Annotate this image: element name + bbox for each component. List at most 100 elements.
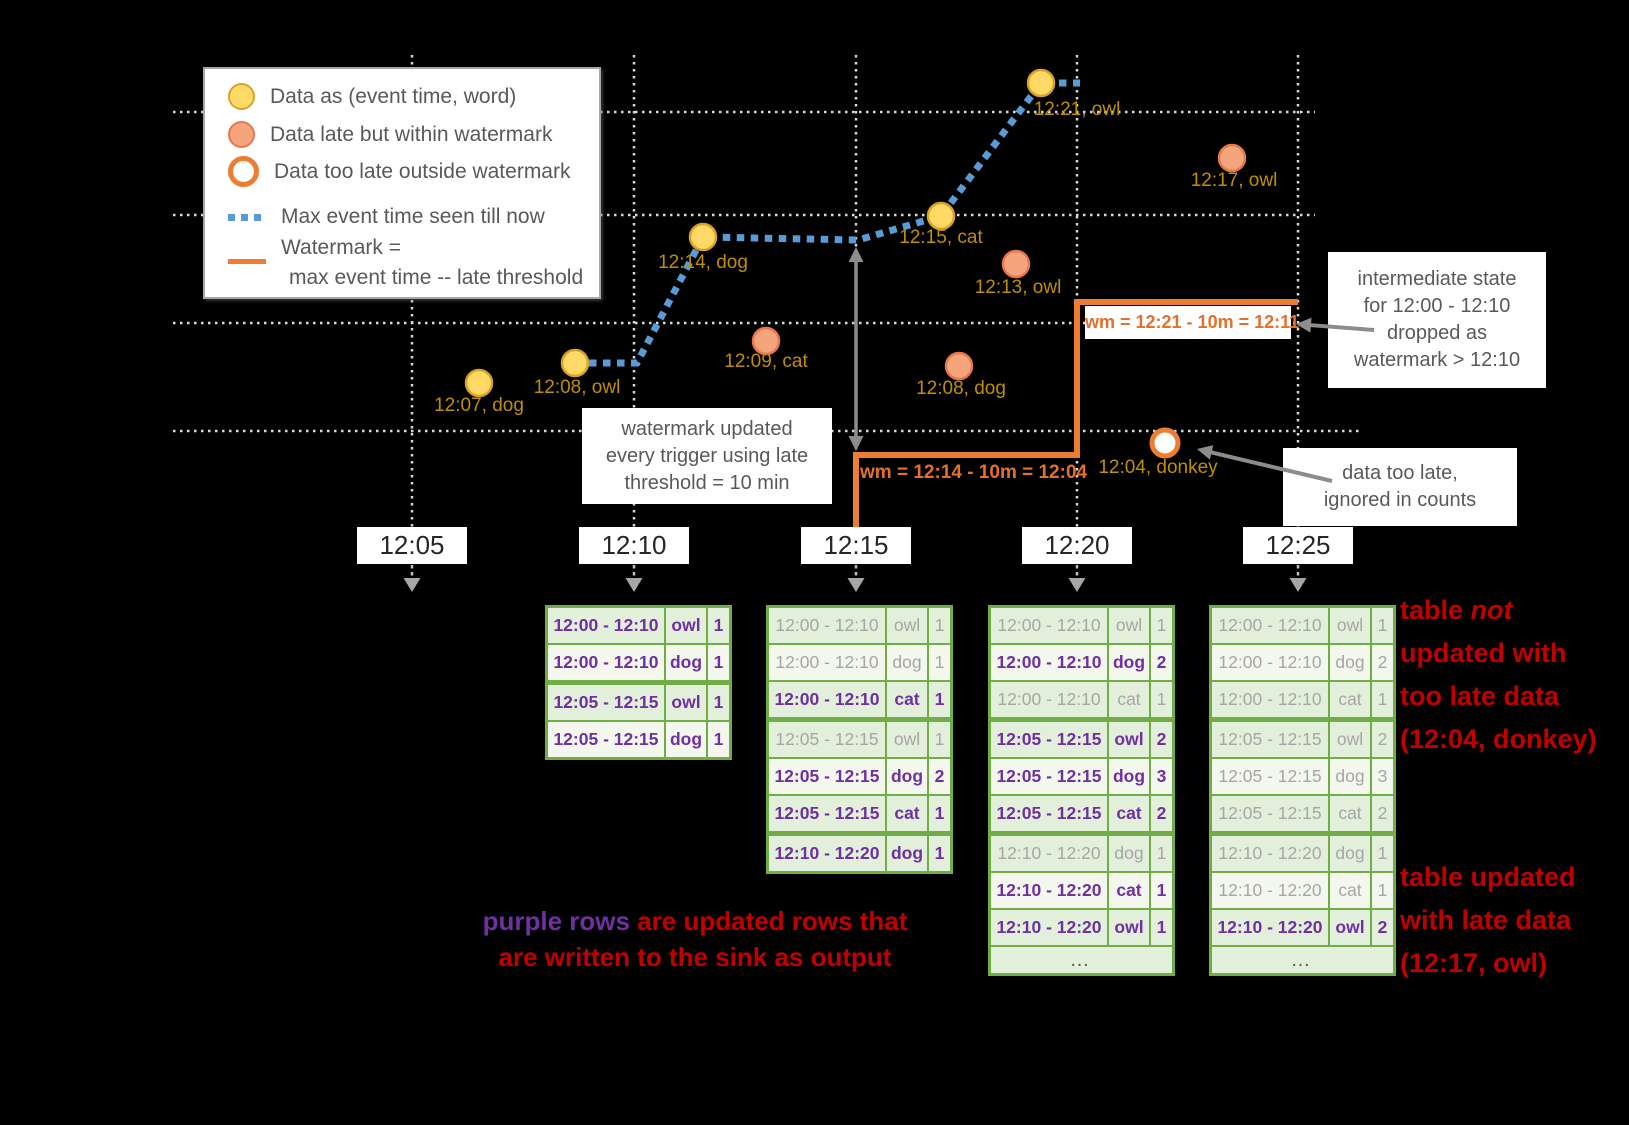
data-point-late xyxy=(1219,145,1245,171)
table-row: 12:05 - 12:15dog3 xyxy=(1212,759,1393,794)
cell-word: owl xyxy=(1330,910,1370,945)
cell-word: cat xyxy=(1330,682,1370,717)
cell-window: 12:05 - 12:15 xyxy=(991,796,1107,831)
point-label: 12:09, cat xyxy=(724,351,807,373)
cell-count: 1 xyxy=(708,722,729,757)
cell-word: cat xyxy=(1330,873,1370,908)
table-row: 12:05 - 12:15owl1 xyxy=(548,685,729,720)
toolate-ring-icon xyxy=(228,156,259,187)
cell-word: dog xyxy=(1330,759,1370,794)
data-point-late xyxy=(1003,251,1029,277)
cell-word: owl xyxy=(1330,608,1370,643)
cell-word: owl xyxy=(887,722,927,757)
table-row: 12:05 - 12:15cat2 xyxy=(991,796,1172,831)
note-segment: updated with xyxy=(1400,638,1566,668)
legend-item: Max event time seen till now xyxy=(228,205,545,229)
cell-count: 1 xyxy=(929,796,950,831)
table-row: 12:00 - 12:10cat1 xyxy=(769,682,950,717)
note-line: updated with xyxy=(1400,632,1629,675)
cell-count: 1 xyxy=(708,608,729,643)
cell-window: 12:05 - 12:15 xyxy=(991,759,1107,794)
cell-window: 12:00 - 12:10 xyxy=(991,682,1107,717)
legend-item-label: Data too late outside watermark xyxy=(274,160,570,184)
point-label: 12:04, donkey xyxy=(1098,457,1217,479)
cell-window: 12:00 - 12:10 xyxy=(1212,682,1328,717)
cell-word: dog xyxy=(1330,836,1370,871)
cell-count: 1 xyxy=(929,722,950,757)
point-label: 12:15, cat xyxy=(899,227,982,249)
cell-word: owl xyxy=(1109,608,1149,643)
cell-window: 12:10 - 12:20 xyxy=(1212,836,1328,871)
legend-item: Data late but within watermark xyxy=(228,121,552,148)
cell-window: 12:00 - 12:10 xyxy=(991,645,1107,680)
note-segment: (12:17, owl) xyxy=(1400,948,1547,978)
note-segment: not xyxy=(1471,595,1513,625)
cell-count: 2 xyxy=(929,759,950,794)
cell-window: 12:05 - 12:15 xyxy=(769,796,885,831)
cell-word: dog xyxy=(887,836,927,871)
table-row: 12:10 - 12:20owl1 xyxy=(991,910,1172,945)
too-late-note: data too late, ignored in counts xyxy=(1283,448,1517,526)
cell-window: 12:10 - 12:20 xyxy=(1212,910,1328,945)
orange-line-icon xyxy=(228,259,266,264)
cell-window: 12:10 - 12:20 xyxy=(769,836,885,871)
point-label: 12:14, dog xyxy=(658,252,748,274)
table-ellipsis-row: … xyxy=(1212,947,1393,973)
table-row: 12:05 - 12:15dog1 xyxy=(548,722,729,757)
trigger-time-label: 12:15 xyxy=(801,527,911,564)
max-event-time-line xyxy=(575,83,1080,363)
result-table-12:25: 12:00 - 12:10owl112:00 - 12:10dog212:00 … xyxy=(1209,605,1396,976)
cell-word: owl xyxy=(666,685,706,720)
legend-item-label: Data late but within watermark xyxy=(270,123,552,147)
cell-word: dog xyxy=(666,645,706,680)
table-row: 12:05 - 12:15cat1 xyxy=(769,796,950,831)
trigger-time-label: 12:10 xyxy=(579,527,689,564)
note-segment: purple rows xyxy=(483,906,630,936)
legend-item: Watermark = xyxy=(228,236,401,260)
point-label: 12:08, dog xyxy=(916,378,1006,400)
table-row: 12:10 - 12:20dog1 xyxy=(769,836,950,871)
note-line: (12:17, owl) xyxy=(1400,942,1629,985)
cell-window: 12:05 - 12:15 xyxy=(1212,759,1328,794)
table-row: 12:10 - 12:20cat1 xyxy=(991,873,1172,908)
cell-count: 2 xyxy=(1372,910,1393,945)
note-segment: are updated rows that xyxy=(630,906,907,936)
note-line: (12:04, donkey) xyxy=(1400,718,1629,761)
legend-item-label: Data as (event time, word) xyxy=(270,85,516,109)
watermark-streaming-diagram: Data as (event time, word) Data late but … xyxy=(0,0,1629,1125)
arrowhead xyxy=(1290,578,1307,592)
cell-word: owl xyxy=(887,608,927,643)
note-line: table updated xyxy=(1400,856,1629,899)
watermark-formula-label: wm = 12:14 - 10m = 12:04 xyxy=(860,462,1078,484)
table-row: 12:05 - 12:15owl1 xyxy=(769,722,950,757)
cell-window: 12:00 - 12:10 xyxy=(769,682,885,717)
note-line: with late data xyxy=(1400,899,1629,942)
cell-count: 3 xyxy=(1151,759,1172,794)
cell-count: 2 xyxy=(1372,722,1393,757)
point-label: 12:17, owl xyxy=(1191,170,1278,192)
result-table-12:10: 12:00 - 12:10owl112:00 - 12:10dog112:05 … xyxy=(545,605,732,760)
table-row: 12:00 - 12:10dog1 xyxy=(769,645,950,680)
table-row: 12:00 - 12:10owl1 xyxy=(991,608,1172,643)
watermark-update-note: watermark updated every trigger using la… xyxy=(582,408,832,504)
note-line: purple rows are updated rows that xyxy=(470,903,920,939)
point-label: 12:13, owl xyxy=(975,277,1062,299)
note-segment: are written to the sink as output xyxy=(499,942,892,972)
cell-word: cat xyxy=(1109,796,1149,831)
cell-window: 12:00 - 12:10 xyxy=(1212,608,1328,643)
point-label: 12:21, owl xyxy=(1034,99,1121,121)
cell-count: 2 xyxy=(1372,645,1393,680)
cell-count: 1 xyxy=(929,608,950,643)
cell-count: 1 xyxy=(929,836,950,871)
note-segment: with late data xyxy=(1400,905,1571,935)
cell-count: 1 xyxy=(1372,608,1393,643)
table-ellipsis-row: … xyxy=(991,947,1172,973)
cell-word: cat xyxy=(1109,682,1149,717)
arrowhead xyxy=(849,247,864,262)
note-segment: table updated xyxy=(1400,862,1576,892)
cell-count: 1 xyxy=(1151,682,1172,717)
table-row: 12:00 - 12:10owl1 xyxy=(1212,608,1393,643)
table-row: 12:05 - 12:15owl2 xyxy=(1212,722,1393,757)
cell-window: 12:00 - 12:10 xyxy=(1212,645,1328,680)
legend-item: Data as (event time, word) xyxy=(228,83,516,110)
